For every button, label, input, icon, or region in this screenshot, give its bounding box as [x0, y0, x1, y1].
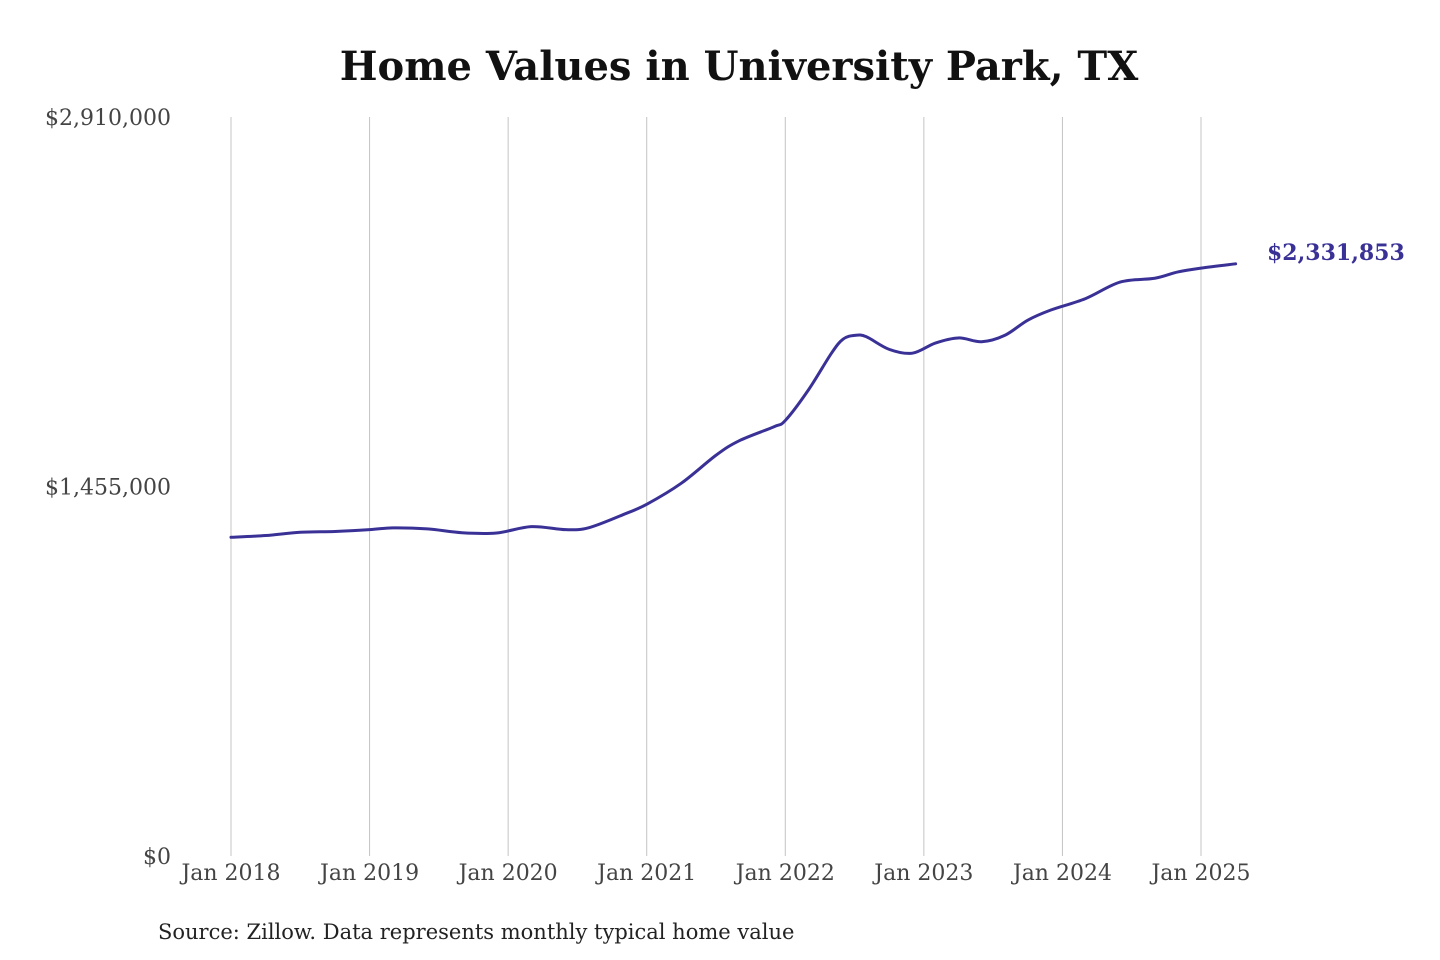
y-axis-ticks: $0 $1,455,000 $2,910,000 [45, 106, 171, 870]
x-tick-label: Jan 2019 [318, 861, 419, 886]
source-note: Source: Zillow. Data represents monthly … [158, 920, 794, 944]
y-tick-label: $2,910,000 [45, 106, 171, 131]
home-value-line [229, 262, 1238, 539]
end-value-label: $2,331,853 [1267, 240, 1405, 266]
x-tick-label: Jan 2023 [872, 861, 973, 886]
x-tick-label: Jan 2018 [179, 861, 280, 886]
y-tick-label: $1,455,000 [45, 476, 171, 501]
x-tick-label: Jan 2022 [734, 861, 835, 886]
x-axis-ticks: Jan 2018 Jan 2019 Jan 2020 Jan 2021 Jan 2022… [179, 861, 1250, 886]
x-tick-label: Jan 2024 [1011, 861, 1112, 886]
x-tick-label: Jan 2025 [1149, 861, 1250, 886]
x-tick-label: Jan 2020 [457, 861, 558, 886]
gridlines [230, 117, 1202, 856]
x-tick-label: Jan 2021 [595, 861, 696, 886]
series-layer [229, 262, 1238, 539]
y-tick-label: $0 [143, 845, 171, 870]
chart-title: Home Values in University Park, TX [340, 43, 1138, 90]
